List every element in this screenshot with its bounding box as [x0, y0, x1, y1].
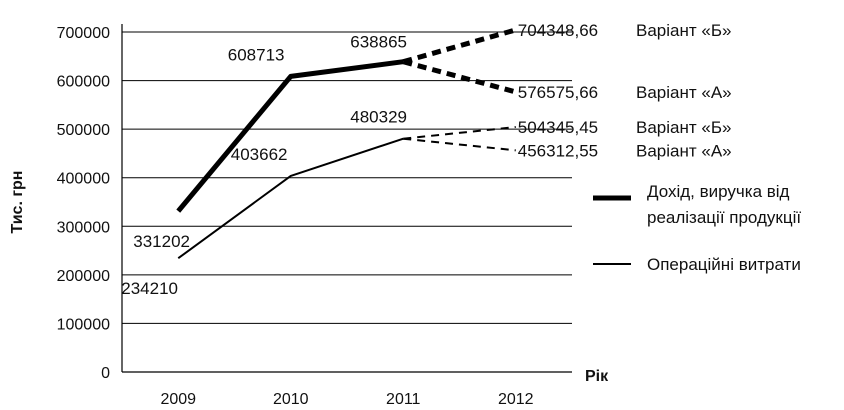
x-tick-label-2010: 2010	[273, 391, 309, 408]
series-0-data-label-2010: 608713	[228, 45, 285, 64]
series-0-forecast-label-1: 576575,66	[518, 83, 598, 102]
legend-label-0-0: Дохід, виручка від	[647, 182, 790, 201]
series-1-line	[177, 137, 404, 260]
series-0-data-label-2011: 638865	[350, 33, 407, 52]
series-0-variant-label-0: Варіант «Б»	[636, 21, 731, 40]
y-axis-title: Тис. грн	[9, 171, 26, 234]
x-axis-title: Рік	[585, 368, 609, 385]
x-tick-label-2012: 2012	[498, 391, 534, 408]
y-tick-label-400000: 400000	[57, 171, 110, 188]
series-1-forecast-label-1: 456312,55	[518, 141, 598, 160]
series-1-forecast-label-0: 504345,45	[518, 118, 598, 137]
y-tick-label-0: 0	[101, 365, 110, 382]
y-tick-label-500000: 500000	[57, 122, 110, 139]
series-1-forecast-line-0	[403, 126, 516, 140]
x-tick-label-2011: 2011	[386, 391, 421, 408]
legend-label-0-1: реалізації продукції	[647, 208, 801, 227]
x-tick-label-2009: 2009	[160, 391, 196, 408]
series-0-line	[176, 59, 404, 213]
y-tick-label-700000: 700000	[57, 25, 110, 42]
y-tick-label-300000: 300000	[57, 219, 110, 236]
y-tick-label-100000: 100000	[57, 316, 110, 333]
series-0-forecast-line-0	[402, 27, 517, 65]
series-0-variant-label-1: Варіант «А»	[636, 83, 732, 102]
series-1-forecast-line-1	[403, 137, 516, 152]
series-0-forecast-line-1	[402, 59, 517, 95]
series-1-data-label-2011: 480329	[350, 108, 407, 127]
series-1-data-label-2010: 403662	[231, 145, 288, 164]
y-tick-label-200000: 200000	[57, 268, 110, 285]
legend-label-1-0: Операційні витрати	[647, 255, 801, 274]
series-1-variant-label-0: Варіант «Б»	[636, 118, 731, 137]
series-1-variant-label-1: Варіант «А»	[636, 141, 732, 160]
series-1-data-label-2009: 234210	[121, 279, 178, 298]
y-tick-label-600000: 600000	[57, 74, 110, 91]
series-0-forecast-label-0: 704348,66	[518, 21, 598, 40]
series-0-data-label-2009: 331202	[133, 232, 190, 251]
